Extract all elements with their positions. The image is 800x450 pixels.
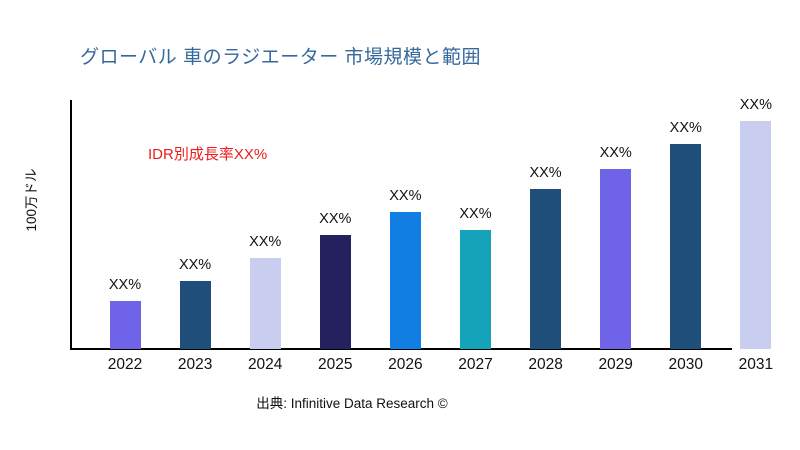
bar-value-label-2030: XX% <box>669 120 702 136</box>
bar-2023 <box>179 281 211 349</box>
bar-value-label-2026: XX% <box>389 188 422 204</box>
source-attribution: 出典: Infinitive Data Research © <box>256 396 448 411</box>
bar-2028 <box>530 189 562 349</box>
bar-2026 <box>389 212 421 349</box>
x-axis-line <box>70 348 732 350</box>
bar-value-label-2029: XX% <box>599 145 632 161</box>
plot-area: XX% 2022 XX% 2023 XX% 2024 XX% 2025 XX% 2026 XX% 20… <box>70 97 800 373</box>
x-tick-2030: 2030 <box>668 356 704 373</box>
bar-value-label-2022: XX% <box>108 277 142 293</box>
chart-title: グローバル 車のラジエーター 市場規模と範囲 <box>80 47 481 68</box>
growth-rate-annotation: IDR別成長率XX% <box>148 146 268 163</box>
bar-value-label-2025: XX% <box>319 211 352 227</box>
bar-2022 <box>109 301 141 349</box>
bar-2029 <box>600 169 632 349</box>
bar-2031 <box>740 121 772 349</box>
x-tick-2022: 2022 <box>107 356 143 373</box>
x-tick-2031: 2031 <box>738 356 774 373</box>
bar-value-label-2023: XX% <box>178 257 212 273</box>
y-axis-label: 100万ドル <box>24 168 39 232</box>
x-tick-2027: 2027 <box>458 356 493 373</box>
x-tick-2023: 2023 <box>177 356 213 373</box>
bar-2027 <box>460 230 491 349</box>
bar-value-label-2031: XX% <box>739 97 773 113</box>
bar-2030 <box>670 144 702 349</box>
x-tick-2024: 2024 <box>247 356 283 373</box>
bar-value-label-2028: XX% <box>529 165 562 181</box>
bar-2024 <box>249 258 281 349</box>
bar-value-label-2027: XX% <box>459 206 492 222</box>
x-tick-2026: 2026 <box>388 356 423 373</box>
x-tick-2029: 2029 <box>598 356 633 373</box>
bar-2025 <box>319 235 351 349</box>
x-tick-2028: 2028 <box>528 356 563 373</box>
bar-value-label-2024: XX% <box>249 234 282 250</box>
y-axis-line <box>70 100 72 350</box>
x-tick-2025: 2025 <box>318 356 353 373</box>
